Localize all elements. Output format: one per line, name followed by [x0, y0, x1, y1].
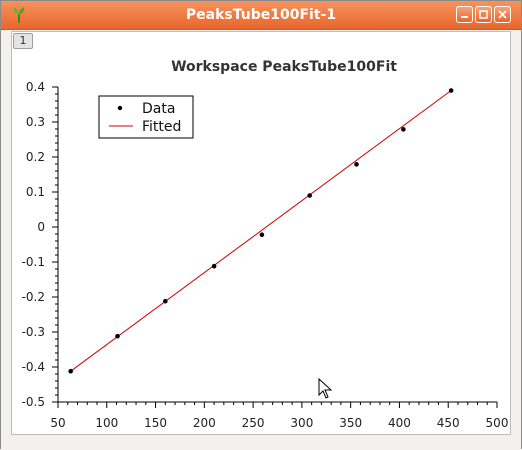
- x-tick-label: 50: [50, 416, 65, 430]
- y-tick-label: -0.2: [22, 290, 45, 304]
- x-tick-label: 100: [95, 416, 118, 430]
- legend[interactable]: Data Fitted: [99, 96, 193, 138]
- y-tick-label: 0.1: [26, 185, 45, 199]
- legend-data-marker: [118, 106, 122, 110]
- x-tick-label: 250: [242, 416, 265, 430]
- y-tick-label: 0.3: [26, 115, 45, 129]
- y-tick-label: -0.1: [22, 255, 45, 269]
- data-point: [449, 88, 454, 93]
- x-tick-label: 450: [437, 416, 460, 430]
- data-point: [401, 127, 406, 132]
- y-tick-label: 0.4: [26, 80, 45, 94]
- x-tick-label: 300: [290, 416, 313, 430]
- y-tick-label: -0.3: [22, 325, 45, 339]
- y-tick-label: 0.2: [26, 150, 45, 164]
- legend-data-label: Data: [142, 101, 175, 117]
- legend-fitted-label: Fitted: [142, 119, 181, 135]
- data-point: [354, 162, 359, 167]
- chart-title: Workspace PeaksTube100Fit: [171, 59, 397, 75]
- y-tick-label: 0: [37, 220, 45, 234]
- y-tick-label: -0.5: [22, 395, 45, 409]
- y-tick-label: -0.4: [22, 360, 45, 374]
- axes: 50 100 150 200 250 300 350 400 450 500 0.4 0.3 0.2 0.…: [22, 80, 509, 430]
- x-tick-label: 500: [486, 416, 509, 430]
- data-point: [307, 193, 312, 198]
- data-point: [212, 264, 217, 269]
- x-tick-label: 200: [193, 416, 216, 430]
- window-bottom-border: [1, 435, 521, 449]
- x-tick-label: 150: [144, 416, 167, 430]
- data-point: [260, 232, 265, 237]
- mouse-cursor-icon: [319, 379, 331, 398]
- data-point: [68, 369, 73, 374]
- data-point: [115, 334, 120, 339]
- x-tick-label: 400: [388, 416, 411, 430]
- data-point: [163, 299, 168, 304]
- x-tick-label: 350: [339, 416, 362, 430]
